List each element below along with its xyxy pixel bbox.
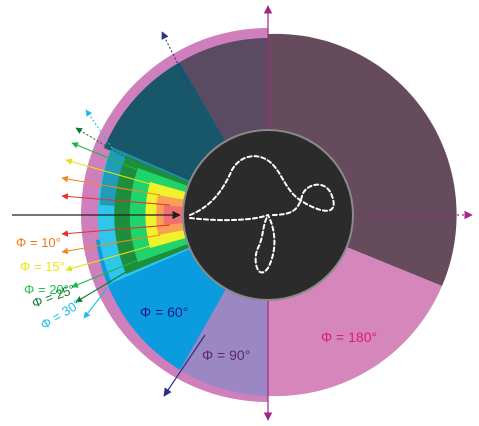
label-phi-15: Φ = 15° [20, 259, 65, 274]
scattered-arrows [61, 31, 206, 397]
arrow-red-upper [61, 193, 171, 206]
arrow-navy-lower [163, 334, 206, 397]
arrow-red-lower [61, 224, 171, 237]
arrow-green-upper [71, 142, 139, 171]
trajectory-loop-lower [189, 213, 276, 274]
label-phi-20: Φ = 20° [24, 282, 69, 297]
arrow-cyan-lower [83, 281, 113, 319]
arrow-navy-upper [161, 31, 191, 89]
label-phi-90: Φ = 90° [202, 347, 250, 363]
arrow-yellow-upper [65, 158, 151, 185]
arrow-yellow-lower [65, 245, 151, 272]
label-phi-10: Φ = 10° [16, 235, 61, 250]
arrow-green-lower [71, 259, 139, 288]
trajectory-paths [189, 155, 335, 274]
arrow-orange-upper [61, 175, 161, 196]
arrow-orange-lower [61, 234, 161, 255]
label-phi-180: Φ = 180° [321, 329, 377, 345]
trajectory-loop-upper [189, 155, 335, 216]
arrow-darkgreen-lower [75, 271, 127, 303]
label-phi-60: Φ = 60° [140, 304, 188, 320]
arrow-darkgreen-upper [75, 127, 127, 159]
